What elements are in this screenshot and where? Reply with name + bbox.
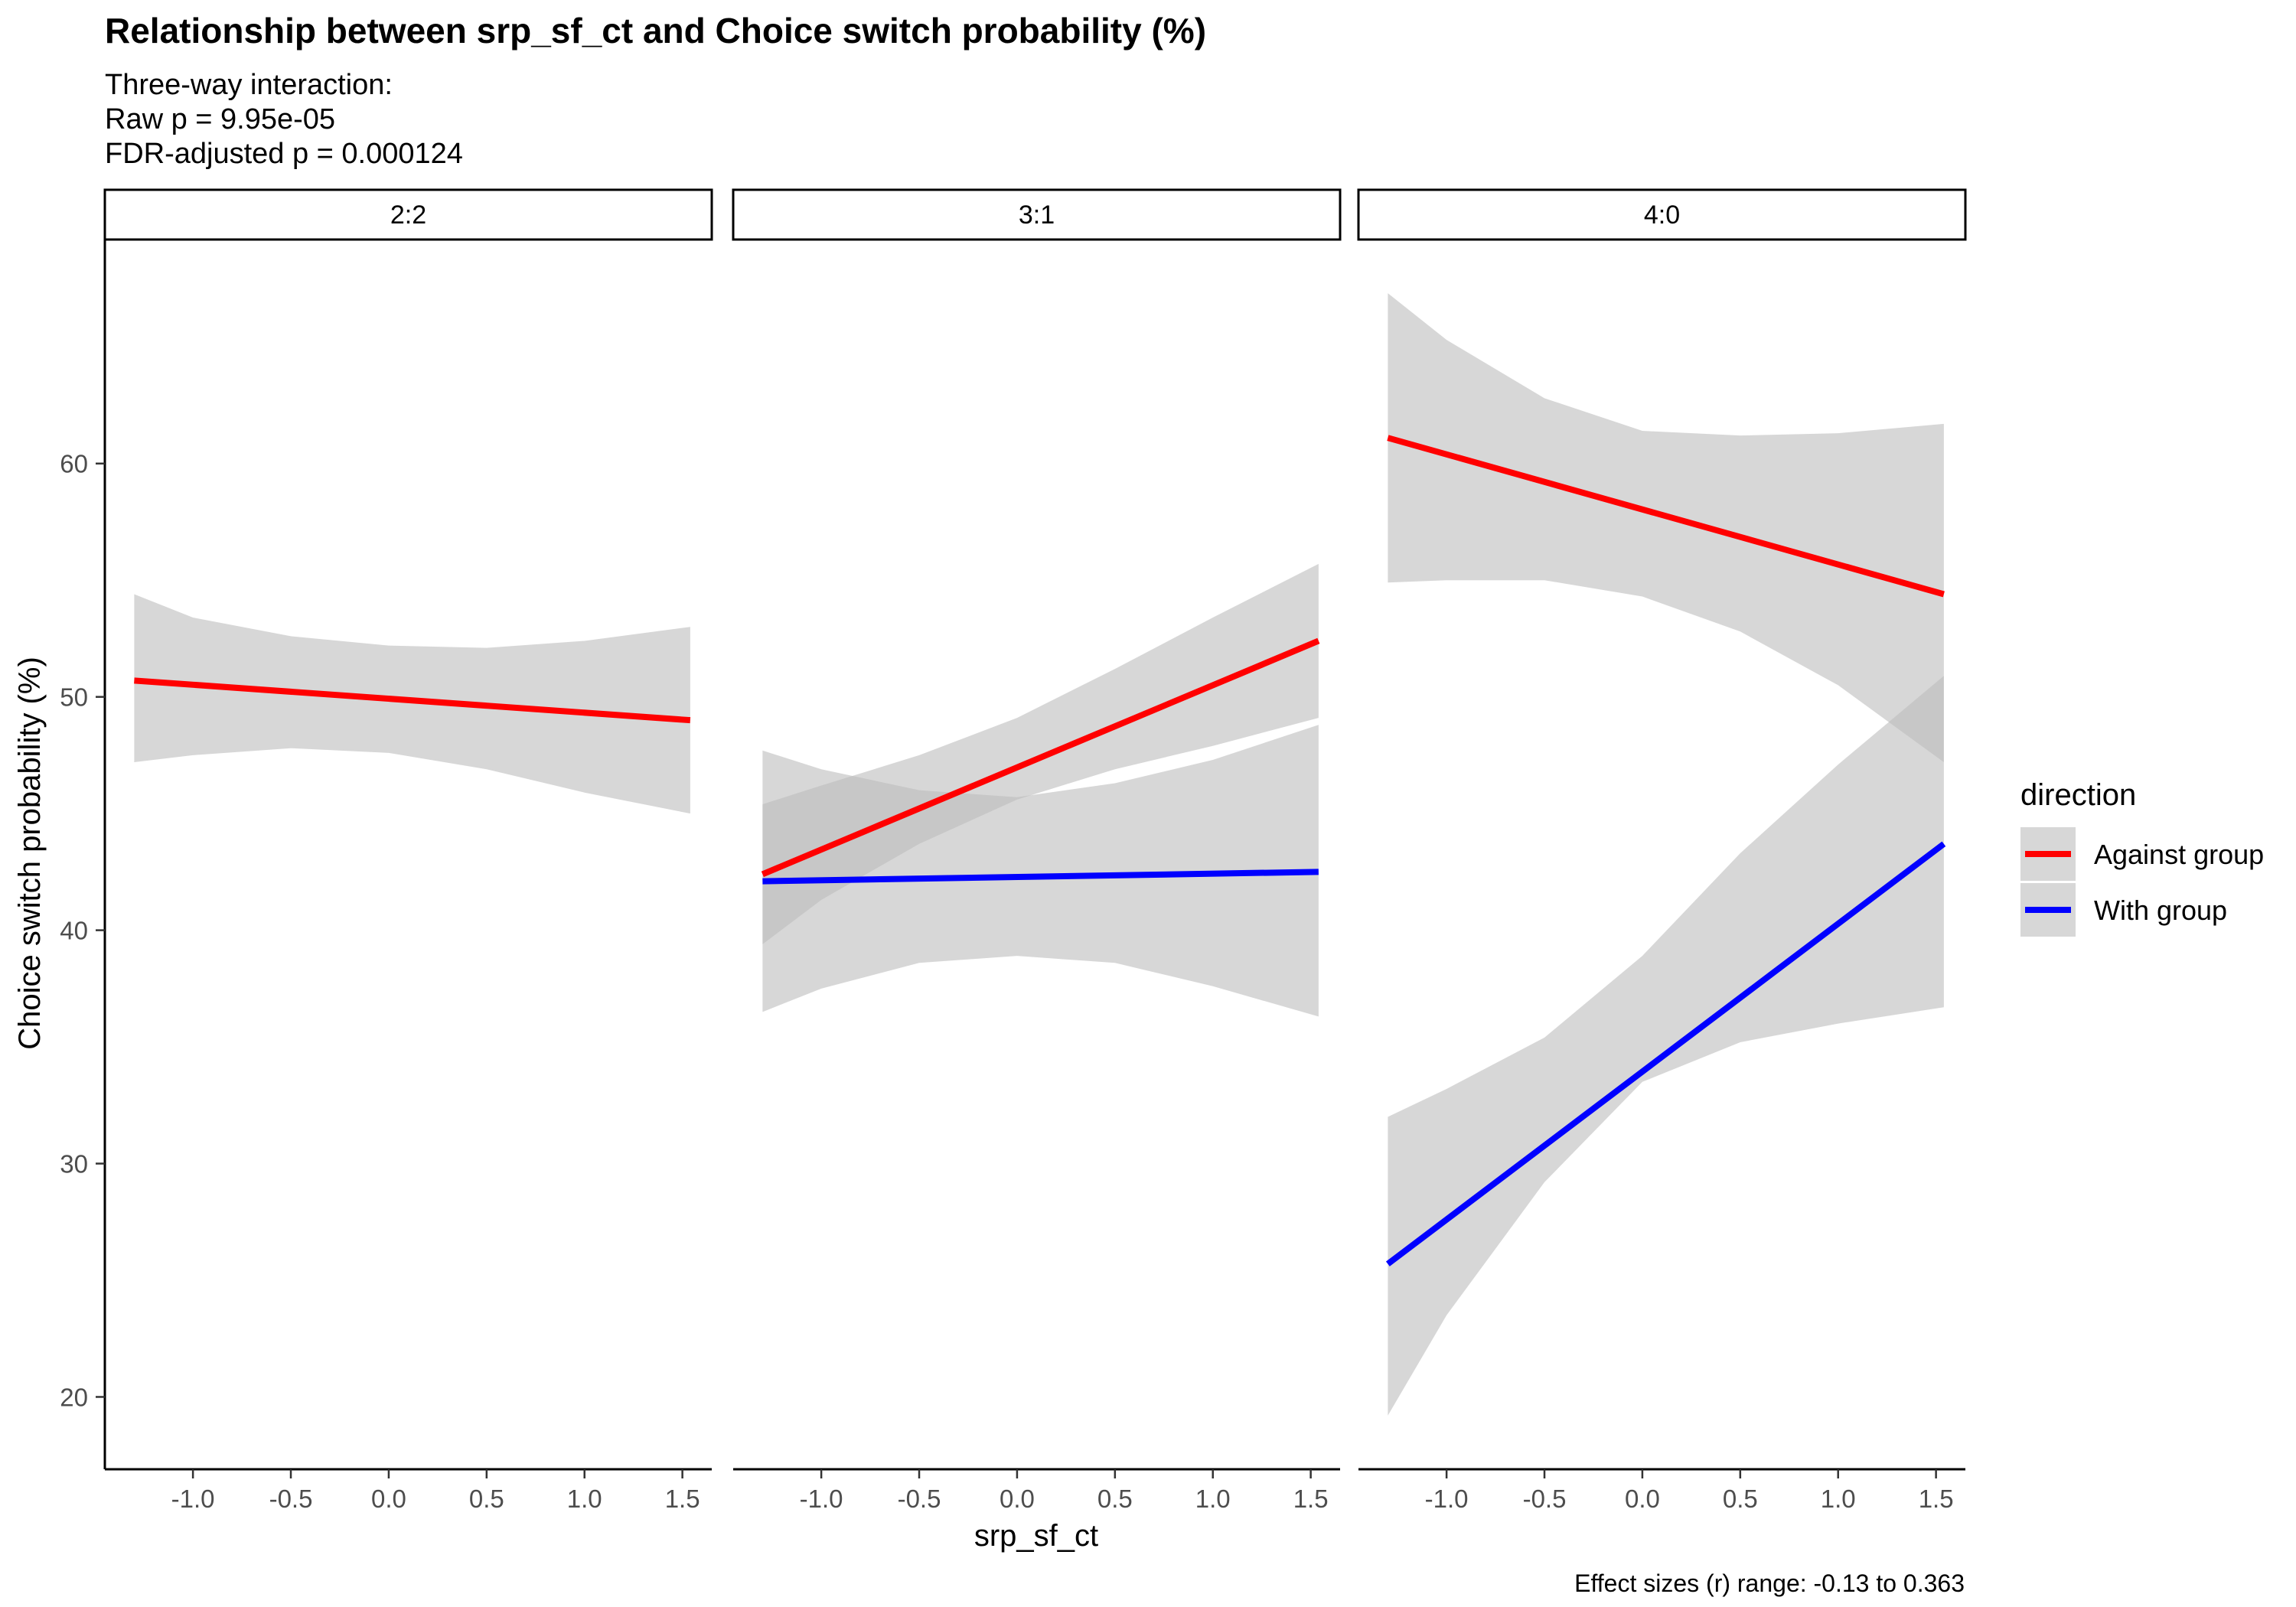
x-tick-label: 1.5 — [665, 1485, 700, 1513]
legend-label: With group — [2094, 895, 2227, 926]
y-tick-label: 40 — [60, 917, 88, 945]
x-tick-label: -1.0 — [171, 1485, 215, 1513]
series-line — [1387, 435, 1945, 598]
facet-strip — [732, 188, 1342, 241]
series-line — [762, 869, 1319, 885]
x-tick-label: 1.0 — [567, 1485, 602, 1513]
chart-caption: Effect sizes (r) range: -0.13 to 0.363 — [1574, 1570, 1965, 1597]
legend: direction Against group With group — [2020, 778, 2264, 937]
series-line — [134, 677, 691, 724]
x-tick-label: 1.0 — [1821, 1485, 1856, 1513]
chart-subtitle-line: Raw p = 9.95e-05 — [105, 103, 335, 135]
legend-title: direction — [2020, 778, 2136, 812]
x-tick-label: -1.0 — [1425, 1485, 1469, 1513]
axis-labels: srp_sf_ct Choice switch probability (%) — [13, 657, 1098, 1553]
confidence-ribbon — [1388, 293, 1944, 763]
facet-panel: 2:2 -1.0 -0.5 0.0 0.5 1.0 1.5 20 30 40 50 60 — [60, 188, 713, 1513]
series-line — [761, 637, 1320, 878]
y-axis-title: Choice switch probability (%) — [13, 657, 47, 1050]
x-tick-label: -0.5 — [269, 1485, 313, 1513]
chart-titles: Relationship between srp_sf_ct and Choic… — [105, 11, 1965, 1597]
x-tick-label: -0.5 — [898, 1485, 941, 1513]
x-tick-label: -0.5 — [1523, 1485, 1567, 1513]
facet-panel: 3:1 -1.0 -0.5 0.0 0.5 1.0 1.5 — [732, 188, 1342, 1513]
chart-subtitle-line: FDR-adjusted p = 0.000124 — [105, 138, 463, 170]
confidence-ribbon — [1388, 676, 1944, 1416]
x-tick-label: 1.5 — [1293, 1485, 1329, 1513]
chart-subtitle-line: Three-way interaction: — [105, 69, 393, 101]
chart-title: Relationship between srp_sf_ct and Choic… — [105, 11, 1206, 51]
y-tick-label: 60 — [60, 450, 88, 478]
facet-strip-label: 3:1 — [1019, 200, 1055, 230]
series-line — [1385, 841, 1946, 1266]
x-tick-label: 0.0 — [1000, 1485, 1035, 1513]
x-axis-title: srp_sf_ct — [974, 1519, 1098, 1553]
y-tick-label: 20 — [60, 1383, 88, 1411]
x-tick-label: 0.0 — [371, 1485, 406, 1513]
x-tick-label: 1.5 — [1919, 1485, 1954, 1513]
x-tick-label: 0.5 — [1097, 1485, 1133, 1513]
x-tick-label: 0.0 — [1625, 1485, 1660, 1513]
x-tick-label: -1.0 — [800, 1485, 843, 1513]
facet-strip — [103, 188, 713, 241]
facet-panel: 4:0 -1.0 -0.5 0.0 0.5 1.0 1.5 — [1357, 188, 1967, 1513]
confidence-ribbon — [134, 594, 690, 814]
facet-strip — [1357, 188, 1967, 241]
facet-strip-label: 4:0 — [1644, 200, 1680, 230]
legend-item: With group — [2020, 883, 2227, 937]
chart-panels: 2:2 -1.0 -0.5 0.0 0.5 1.0 1.5 20 30 40 50 60 3:1 -1.0… — [60, 188, 1967, 1513]
legend-item: Against group — [2020, 827, 2264, 881]
facet-strip-label: 2:2 — [390, 200, 426, 230]
x-tick-label: 1.0 — [1195, 1485, 1231, 1513]
confidence-ribbon — [762, 725, 1319, 1017]
x-tick-label: 0.5 — [1723, 1485, 1758, 1513]
y-tick-label: 30 — [60, 1150, 88, 1178]
legend-label: Against group — [2094, 839, 2264, 870]
y-tick-label: 50 — [60, 683, 88, 712]
x-tick-label: 0.5 — [469, 1485, 504, 1513]
